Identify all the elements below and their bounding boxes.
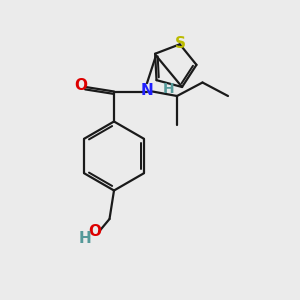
Text: O: O bbox=[74, 78, 88, 93]
Text: O: O bbox=[88, 224, 101, 239]
Text: H: H bbox=[79, 231, 92, 246]
Text: S: S bbox=[175, 36, 186, 51]
Text: H: H bbox=[163, 82, 174, 96]
Text: N: N bbox=[141, 82, 153, 98]
